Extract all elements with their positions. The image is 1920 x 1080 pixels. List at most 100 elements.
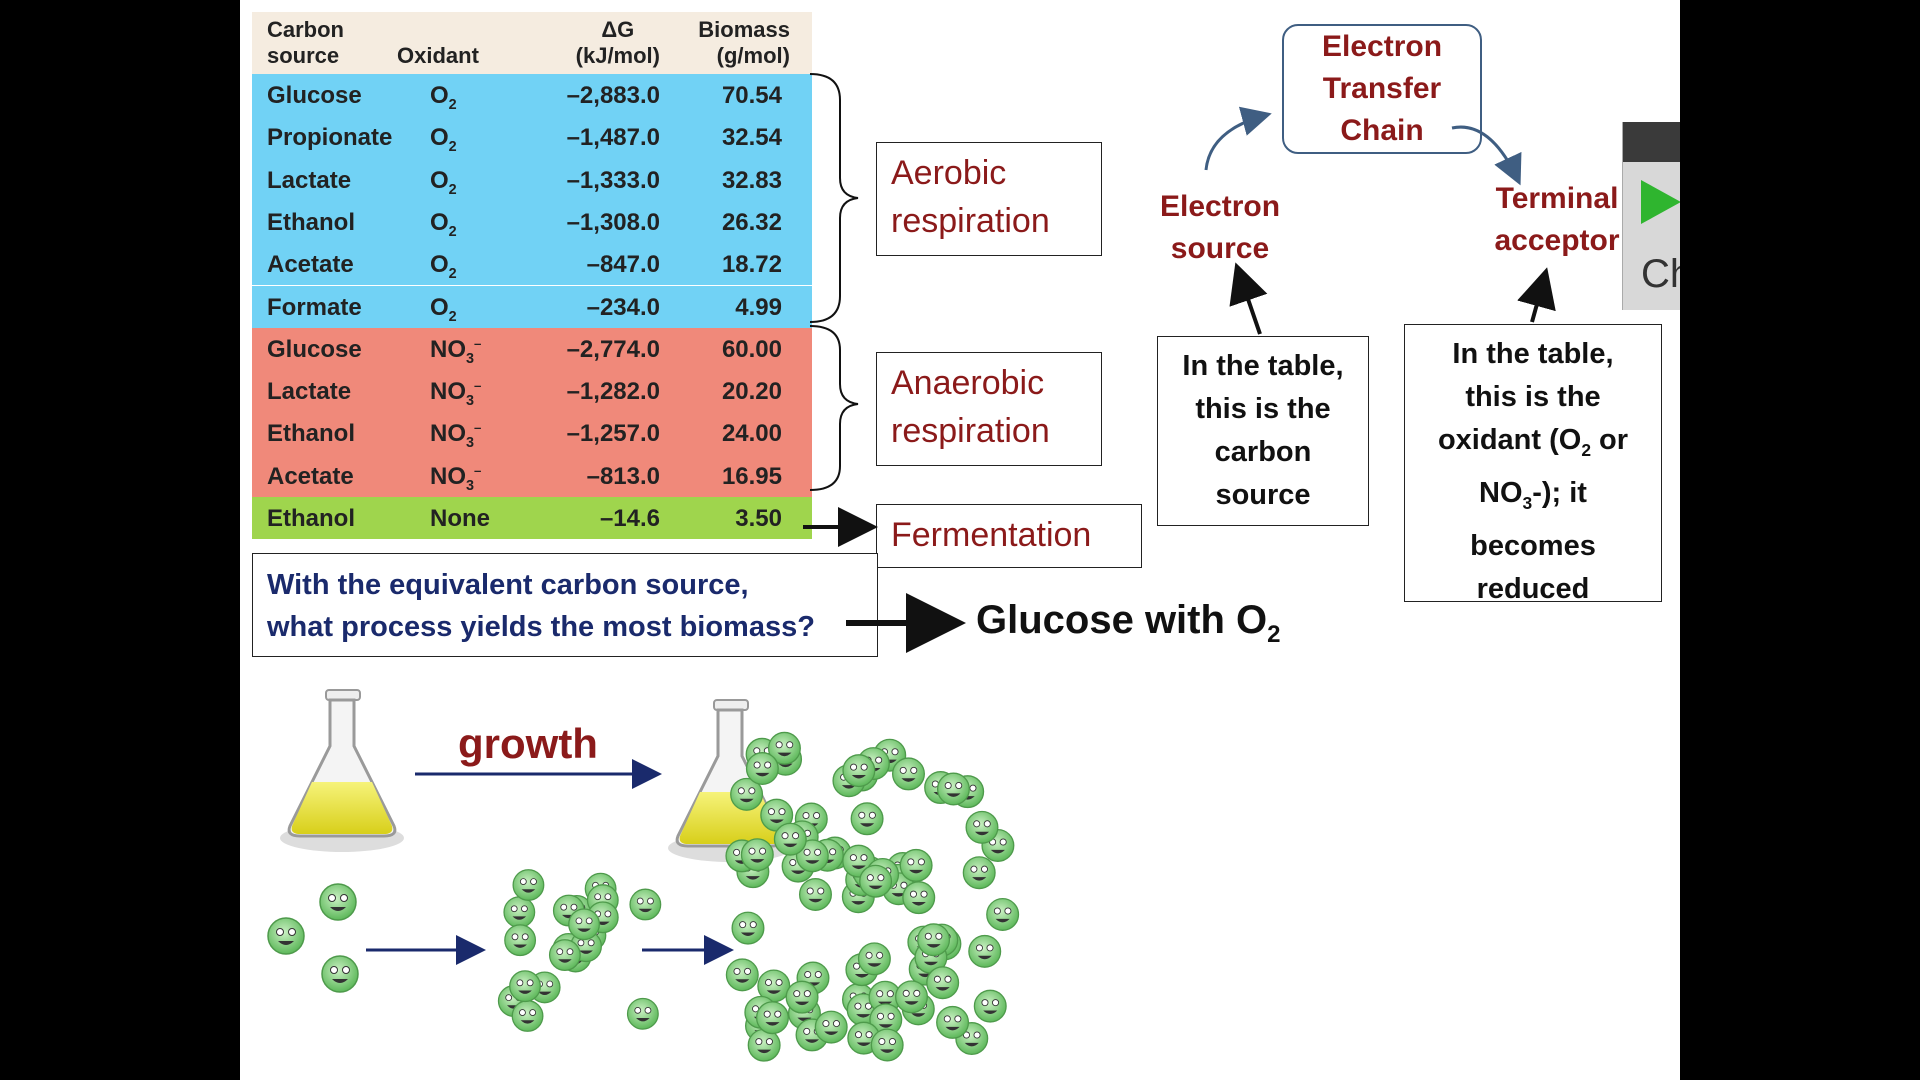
delta-g-cell: –1,487.0 <box>566 124 660 152</box>
biomass-cell: 24.00 <box>721 420 782 448</box>
answer-text: Glucose with O2 <box>976 598 1281 649</box>
header-biomass: Biomass (g/mol) <box>698 17 790 69</box>
carbon-source-cell: Acetate <box>267 251 354 279</box>
biomass-cell: 60.00 <box>721 335 782 363</box>
play-icon[interactable] <box>1641 180 1680 224</box>
carbon-source-info-box: In the table, this is the carbon source <box>1157 336 1369 526</box>
question-box: With the equivalent carbon source, what … <box>252 553 878 657</box>
flask-after <box>668 699 792 862</box>
oxidant-charge: – <box>474 378 482 394</box>
microbe-icon <box>870 1028 904 1062</box>
microbe-icon <box>850 802 884 836</box>
biomass-cell: 16.95 <box>721 462 782 490</box>
edge-toolbar: Ch <box>1622 122 1680 310</box>
table-row: Acetate O2 –847.0 18.72 <box>252 243 812 286</box>
microbe-icon <box>503 896 536 929</box>
fermentation-box: Fermentation <box>876 504 1142 568</box>
table-row: Glucose O2 –2,883.0 70.54 <box>252 74 812 117</box>
delta-g-cell: –813.0 <box>586 462 660 490</box>
microbe-icon <box>902 881 936 915</box>
oxidant-info-line3-sub: 2 <box>1581 439 1591 460</box>
header-carbon-source-line2: source <box>267 43 340 68</box>
header-dg: ΔG (kJ/mol) <box>576 17 660 69</box>
microbe-icon <box>917 923 951 957</box>
oxidant-info-line1: In the table, <box>1452 338 1614 370</box>
oxidant-formula: NO <box>430 462 466 490</box>
microbe-icon <box>568 908 600 941</box>
oxidant-cell: O2 <box>430 209 457 240</box>
microbe-icon <box>968 934 1002 968</box>
microbe-icon <box>965 810 999 844</box>
microbe-icon <box>629 888 662 921</box>
microbe-icon <box>986 897 1020 931</box>
edge-toolbar-label[interactable]: Ch <box>1641 252 1680 296</box>
table-row: Ethanol O2 –1,308.0 26.32 <box>252 200 812 244</box>
header-dg-line1: ΔG <box>601 17 635 42</box>
oxidant-cell: O2 <box>430 167 457 198</box>
microbe-icon <box>973 989 1007 1023</box>
oxidant-formula: NO <box>430 335 466 363</box>
oxidant-cell: None <box>430 505 490 536</box>
carbon-info-line4: source <box>1215 479 1311 511</box>
oxidant-subscript: 2 <box>448 181 457 198</box>
oxidant-cell: NO3– <box>430 463 481 494</box>
terminal-acceptor-label: Terminal acceptor <box>1472 178 1642 262</box>
table-row: Lactate O2 –1,333.0 32.83 <box>252 158 812 201</box>
oxidant-info-line3: oxidant (O2 or <box>1409 419 1657 472</box>
biomass-cell: 4.99 <box>735 293 782 321</box>
oxidant-formula: O <box>430 124 449 152</box>
oxidant-cell: O2 <box>430 124 457 155</box>
carbon-source-cell: Acetate <box>267 462 354 490</box>
oxidant-cell: NO3– <box>430 378 481 409</box>
oxidant-info-line4-b: -); it <box>1532 476 1587 509</box>
fermentation-label: Fermentation <box>891 516 1092 554</box>
microbe-icon <box>319 883 357 921</box>
microbe-icon <box>814 1010 848 1044</box>
oxidant-subscript: 2 <box>448 223 457 240</box>
oxidant-cell: O2 <box>430 82 457 113</box>
oxidant-subscript: 3 <box>466 477 475 494</box>
oxidant-subscript: 2 <box>448 265 457 282</box>
etc-label-line1: Electron <box>1321 30 1443 63</box>
carbon-source-cell: Propionate <box>267 124 393 152</box>
oxidant-charge: – <box>474 420 482 436</box>
microbe-icon <box>869 1003 903 1037</box>
delta-g-cell: –234.0 <box>586 293 660 321</box>
oxidant-info-line4-a: NO <box>1479 476 1523 509</box>
oxidant-info-line4-sub: 3 <box>1522 492 1533 513</box>
table-header: Carbon source Oxidant ΔG (kJ/mol) Biomas… <box>252 12 812 74</box>
anaerobic-brace <box>809 325 859 491</box>
etc-out-arrow <box>1451 125 1522 186</box>
carbon-info-line3: carbon <box>1214 436 1312 468</box>
microbe-icon <box>725 958 759 992</box>
answer-main: Glucose with O <box>976 598 1268 642</box>
slide: Carbon source Oxidant ΔG (kJ/mol) Biomas… <box>240 0 1680 1080</box>
aerobic-respiration-box: Aerobic respiration <box>876 142 1102 256</box>
microbe-icon <box>936 772 970 806</box>
microbe-icon <box>504 924 537 957</box>
etc-label-line3: Chain <box>1340 114 1424 147</box>
oxidant-to-acceptor-arrow <box>1517 267 1556 323</box>
microbe-icon <box>899 848 933 882</box>
oxidant-info-line6: reduced <box>1476 572 1590 605</box>
table-row: Lactate NO3– –1,282.0 20.20 <box>252 370 812 413</box>
oxidant-subscript: 3 <box>466 435 475 452</box>
biomass-cell: 32.54 <box>721 124 782 152</box>
delta-g-cell: –1,282.0 <box>566 378 660 406</box>
biomass-cell: 26.32 <box>721 208 782 236</box>
table-row: Formate O2 –234.0 4.99 <box>252 285 812 328</box>
carbon-source-cell: Ethanol <box>267 208 355 236</box>
oxidant-info-line5: becomes <box>1470 529 1596 562</box>
carbon-source-cell: Glucose <box>267 82 362 109</box>
carbon-source-cell: Lactate <box>267 166 352 194</box>
delta-g-cell: –1,333.0 <box>566 166 660 194</box>
aerobic-label-line2: respiration <box>891 202 1050 240</box>
oxidant-cell: NO3– <box>430 336 481 367</box>
microbe-icon <box>859 864 893 898</box>
carbon-source-cell: Glucose <box>267 335 362 363</box>
anaerobic-respiration-box: Anaerobic respiration <box>876 352 1102 466</box>
delta-g-cell: –1,257.0 <box>566 420 660 448</box>
microbe-icon <box>509 970 541 1003</box>
oxidant-subscript: 2 <box>448 308 457 325</box>
biomass-cell: 18.72 <box>721 251 782 279</box>
